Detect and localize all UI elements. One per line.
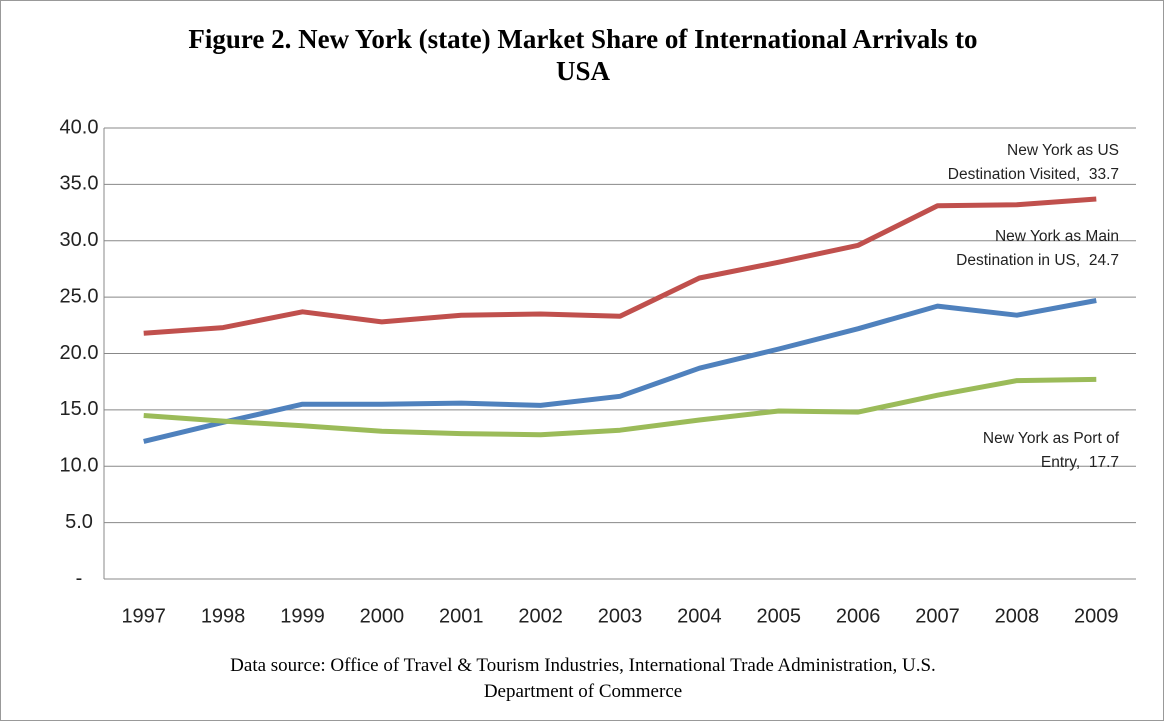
data-label: 33.7	[1088, 166, 1119, 183]
x-tick-label: 1998	[201, 605, 246, 627]
y-tick-label: -	[76, 567, 83, 589]
x-tick-label: 2000	[360, 605, 405, 627]
x-tick-label: 2004	[677, 605, 722, 627]
y-tick-label: 15.0	[60, 398, 99, 420]
x-tick-label: 2007	[915, 605, 960, 627]
x-tick-label: 2006	[836, 605, 881, 627]
series-label: New York as US Destination Visited, 33.7	[929, 139, 1119, 187]
series-label: New York as Main Destination in US, 24.7	[919, 225, 1119, 273]
x-tick-label: 2009	[1074, 605, 1119, 627]
x-tick-label: 2008	[995, 605, 1040, 627]
y-tick-label: 20.0	[60, 342, 99, 364]
data-label: 24.7	[1088, 252, 1119, 269]
data-label: 17.7	[1088, 454, 1119, 471]
y-tick-label: 40.0	[60, 116, 99, 138]
series-label: New York as Port of Entry, 17.7	[969, 427, 1119, 475]
y-tick-label: 35.0	[60, 173, 99, 195]
series-line	[143, 376, 1097, 438]
x-tick-label: 2002	[518, 605, 563, 627]
y-tick-label: 10.0	[60, 455, 99, 477]
series-name: New York as Main Destination in US,	[956, 228, 1119, 269]
y-tick-label: 5.0	[65, 511, 93, 533]
chart-title: Figure 2. New York (state) Market Share …	[188, 24, 978, 86]
x-tick-label: 2003	[598, 605, 643, 627]
source-note: Data source: Office of Travel & Tourism …	[230, 655, 936, 702]
x-tick-label: 1999	[280, 605, 325, 627]
y-tick-label: 25.0	[60, 285, 99, 307]
series-line	[143, 196, 1097, 336]
x-tick-label: 2005	[757, 605, 802, 627]
x-tick-label: 2001	[439, 605, 484, 627]
y-tick-label: 30.0	[60, 229, 99, 251]
series-name: New York as Port of Entry,	[982, 430, 1119, 471]
series-line	[143, 298, 1097, 444]
x-tick-label: 1997	[121, 605, 166, 627]
series-name: New York as US Destination Visited,	[947, 142, 1119, 183]
